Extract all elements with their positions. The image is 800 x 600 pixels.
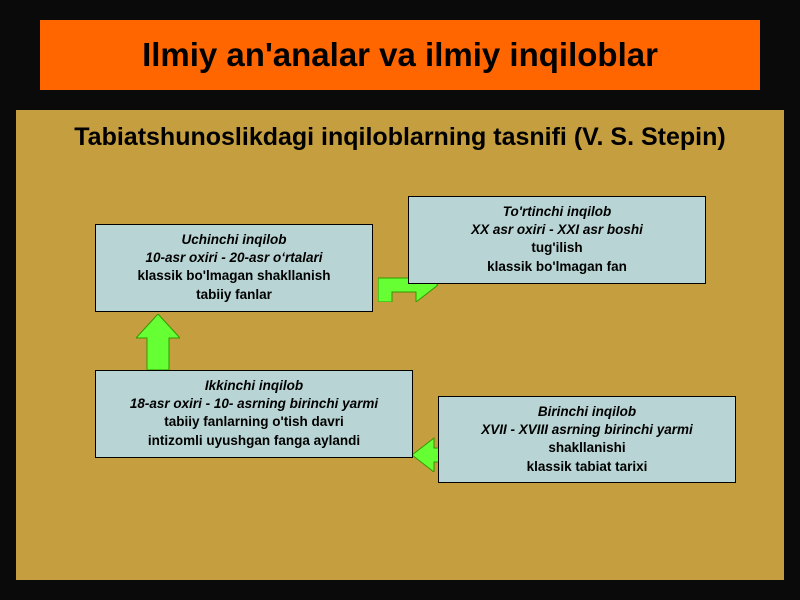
box-line1: tug'ilish (419, 239, 695, 257)
box-first-revolution: Birinchi inqilob XVII - XVIII asrning bi… (438, 396, 736, 483)
arrow-up-icon (136, 314, 180, 370)
box-line2: tabiiy fanlar (106, 286, 362, 304)
box-period: XX asr oxiri - XXI asr boshi (419, 221, 695, 239)
title-bar: Ilmiy an'analar va ilmiy inqiloblar (40, 20, 760, 90)
box-period: 10-asr oxiri - 20-asr o‘rtalari (106, 249, 362, 267)
box-title: Ikkinchi inqilob (106, 377, 402, 395)
box-line2: klassik bo'lmagan fan (419, 258, 695, 276)
box-second-revolution: Ikkinchi inqilob 18-asr oxiri - 10- asrn… (95, 370, 413, 458)
box-period: XVII - XVIII asrning birinchi yarmi (449, 421, 725, 439)
box-line2: klassik tabiat tarixi (449, 458, 725, 476)
box-title: Uchinchi inqilob (106, 231, 362, 249)
page-title: Ilmiy an'analar va ilmiy inqiloblar (142, 36, 658, 74)
box-title: To'rtinchi inqilob (419, 203, 695, 221)
box-third-revolution: Uchinchi inqilob 10-asr oxiri - 20-asr o… (95, 224, 373, 312)
box-line1: shakllanishi (449, 439, 725, 457)
box-title: Birinchi inqilob (449, 403, 725, 421)
box-fourth-revolution: To'rtinchi inqilob XX asr oxiri - XXI as… (408, 196, 706, 284)
box-line2: intizomli uyushgan fanga aylandi (106, 432, 402, 450)
content-panel: Tabiatshunoslikdagi inqiloblarning tasni… (16, 110, 784, 580)
box-period: 18-asr oxiri - 10- asrning birinchi yarm… (106, 395, 402, 413)
box-line1: tabiiy fanlarning o'tish davri (106, 413, 402, 431)
box-line1: klassik bo'lmagan shakllanish (106, 267, 362, 285)
subtitle: Tabiatshunoslikdagi inqiloblarning tasni… (16, 110, 784, 153)
